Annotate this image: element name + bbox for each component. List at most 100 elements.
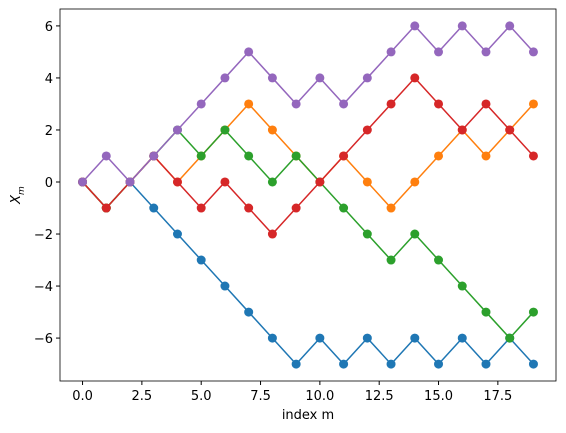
y-tick-label: −4 <box>34 280 53 295</box>
point <box>362 125 372 135</box>
point <box>220 125 230 135</box>
point <box>505 125 515 135</box>
point <box>267 177 277 187</box>
point <box>410 21 420 31</box>
point <box>244 203 254 213</box>
x-tick-label: 7.5 <box>250 389 271 404</box>
point <box>386 359 396 369</box>
point <box>457 21 467 31</box>
point <box>291 203 301 213</box>
x-axis-label: index m <box>282 408 334 423</box>
point <box>386 47 396 57</box>
point <box>386 99 396 109</box>
point <box>339 99 349 109</box>
y-label-main: X <box>9 194 24 205</box>
point <box>291 151 301 161</box>
point <box>434 99 444 109</box>
series-line <box>81 128 535 340</box>
point <box>362 73 372 83</box>
point <box>196 151 206 161</box>
point <box>125 177 135 187</box>
point <box>220 73 230 83</box>
point <box>196 255 206 265</box>
point <box>481 99 491 109</box>
point <box>457 333 467 343</box>
point <box>315 177 325 187</box>
y-label-sub: m <box>17 186 27 195</box>
point <box>149 203 159 213</box>
x-tick-label: 12.5 <box>365 389 394 404</box>
series-line <box>81 24 535 184</box>
point <box>172 177 182 187</box>
point <box>244 47 254 57</box>
point <box>267 229 277 239</box>
y-tick-label: −2 <box>34 228 53 243</box>
point <box>505 333 515 343</box>
point <box>267 73 277 83</box>
point <box>220 177 230 187</box>
series-line <box>81 76 535 236</box>
point <box>339 359 349 369</box>
series-line <box>81 180 535 366</box>
point <box>244 99 254 109</box>
point <box>291 99 301 109</box>
x-tick-label: 2.5 <box>132 389 153 404</box>
x-tick-label: 5.0 <box>191 389 212 404</box>
point <box>267 125 277 135</box>
point <box>434 151 444 161</box>
y-tick-label: 6 <box>45 20 53 35</box>
point <box>78 177 88 187</box>
point <box>457 125 467 135</box>
y-tick-label: 2 <box>45 124 53 139</box>
point <box>267 333 277 343</box>
y-axis-label: Xm <box>9 186 27 205</box>
y-tick-label: 0 <box>45 176 53 191</box>
y-tick-label: 4 <box>45 72 53 87</box>
x-tick-label: 15.0 <box>424 389 453 404</box>
point <box>457 281 467 291</box>
point <box>410 177 420 187</box>
point <box>410 333 420 343</box>
point <box>244 307 254 317</box>
point <box>481 47 491 57</box>
point <box>339 203 349 213</box>
point <box>410 229 420 239</box>
point <box>505 21 515 31</box>
x-tick-label: 10.0 <box>305 389 334 404</box>
y-tick-label: −6 <box>34 332 53 347</box>
point <box>434 47 444 57</box>
point <box>528 307 538 317</box>
point <box>220 281 230 291</box>
point <box>528 359 538 369</box>
point <box>196 99 206 109</box>
point <box>244 151 254 161</box>
point <box>196 203 206 213</box>
point <box>434 255 444 265</box>
point <box>434 359 444 369</box>
point <box>410 73 420 83</box>
point <box>528 47 538 57</box>
point <box>362 333 372 343</box>
point <box>172 125 182 135</box>
point <box>481 359 491 369</box>
point <box>362 177 372 187</box>
point <box>386 203 396 213</box>
point <box>101 151 111 161</box>
plot-frame <box>59 8 557 382</box>
point <box>362 229 372 239</box>
point <box>481 307 491 317</box>
point <box>528 151 538 161</box>
x-tick-label: 17.5 <box>483 389 512 404</box>
point <box>528 99 538 109</box>
point <box>315 333 325 343</box>
point <box>315 73 325 83</box>
point <box>172 229 182 239</box>
point <box>291 359 301 369</box>
point <box>101 203 111 213</box>
point <box>481 151 491 161</box>
point <box>386 255 396 265</box>
point <box>339 151 349 161</box>
x-tick-label: 0.0 <box>72 389 93 404</box>
